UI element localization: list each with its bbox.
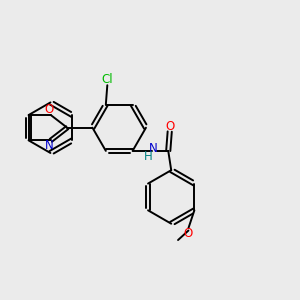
Text: O: O [183, 227, 192, 240]
Text: Cl: Cl [101, 74, 113, 86]
Text: O: O [165, 120, 174, 133]
Text: O: O [45, 103, 54, 116]
Text: N: N [45, 139, 54, 152]
Text: H: H [144, 150, 153, 163]
Text: N: N [148, 142, 157, 155]
